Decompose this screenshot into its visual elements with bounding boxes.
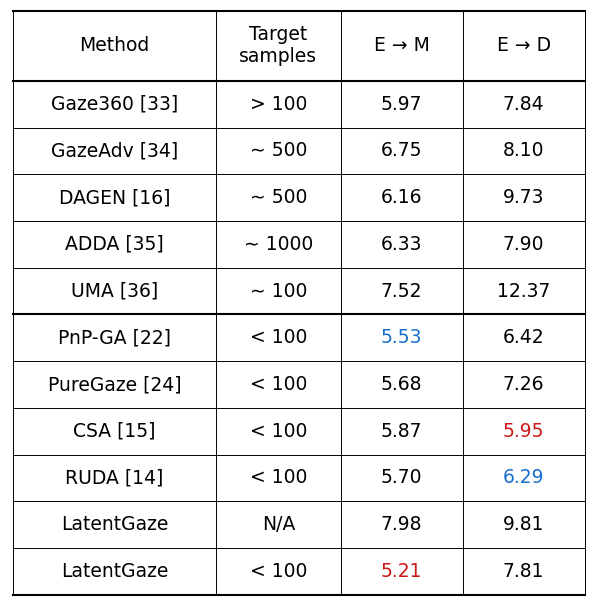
- Text: DAGEN [16]: DAGEN [16]: [59, 188, 170, 207]
- Text: 9.73: 9.73: [503, 188, 544, 207]
- Text: Target
samples: Target samples: [239, 25, 318, 66]
- Text: 7.84: 7.84: [503, 95, 545, 114]
- Text: > 100: > 100: [250, 95, 307, 114]
- Text: ADDA [35]: ADDA [35]: [65, 235, 164, 254]
- Text: ∼ 1000: ∼ 1000: [244, 235, 313, 254]
- Text: < 100: < 100: [250, 562, 307, 581]
- Text: ∼ 500: ∼ 500: [250, 141, 307, 161]
- Text: RUDA [14]: RUDA [14]: [65, 468, 164, 488]
- Text: 6.33: 6.33: [381, 235, 422, 254]
- Text: < 100: < 100: [250, 468, 307, 488]
- Text: 6.42: 6.42: [503, 328, 545, 347]
- Text: E → D: E → D: [496, 36, 551, 55]
- Text: ∼ 500: ∼ 500: [250, 188, 307, 207]
- Text: 5.70: 5.70: [381, 468, 422, 488]
- Text: UMA [36]: UMA [36]: [71, 282, 158, 300]
- Text: LatentGaze: LatentGaze: [61, 515, 168, 534]
- Text: 6.75: 6.75: [381, 141, 422, 161]
- Text: PureGaze [24]: PureGaze [24]: [48, 375, 181, 394]
- Text: 7.52: 7.52: [381, 282, 422, 300]
- Text: 5.95: 5.95: [503, 422, 544, 441]
- Text: GazeAdv [34]: GazeAdv [34]: [51, 141, 178, 161]
- Text: < 100: < 100: [250, 328, 307, 347]
- Text: < 100: < 100: [250, 422, 307, 441]
- Text: PnP-GA [22]: PnP-GA [22]: [58, 328, 171, 347]
- Text: 7.26: 7.26: [503, 375, 544, 394]
- Text: 5.87: 5.87: [381, 422, 422, 441]
- Text: Method: Method: [80, 36, 150, 55]
- Text: 9.81: 9.81: [503, 515, 544, 534]
- Text: 7.81: 7.81: [503, 562, 544, 581]
- Text: CSA [15]: CSA [15]: [74, 422, 156, 441]
- Text: 12.37: 12.37: [497, 282, 550, 300]
- Text: E → M: E → M: [374, 36, 429, 55]
- Text: Gaze360 [33]: Gaze360 [33]: [51, 95, 178, 114]
- Text: 6.29: 6.29: [503, 468, 544, 488]
- Text: N/A: N/A: [262, 515, 295, 534]
- Text: LatentGaze: LatentGaze: [61, 562, 168, 581]
- Text: ∼ 100: ∼ 100: [250, 282, 307, 300]
- Text: 5.68: 5.68: [381, 375, 422, 394]
- Text: < 100: < 100: [250, 375, 307, 394]
- Text: 5.53: 5.53: [381, 328, 422, 347]
- Text: 8.10: 8.10: [503, 141, 544, 161]
- Text: 5.21: 5.21: [381, 562, 422, 581]
- Text: 5.97: 5.97: [381, 95, 422, 114]
- Text: 7.90: 7.90: [503, 235, 544, 254]
- Text: 6.16: 6.16: [381, 188, 422, 207]
- Text: 7.98: 7.98: [381, 515, 422, 534]
